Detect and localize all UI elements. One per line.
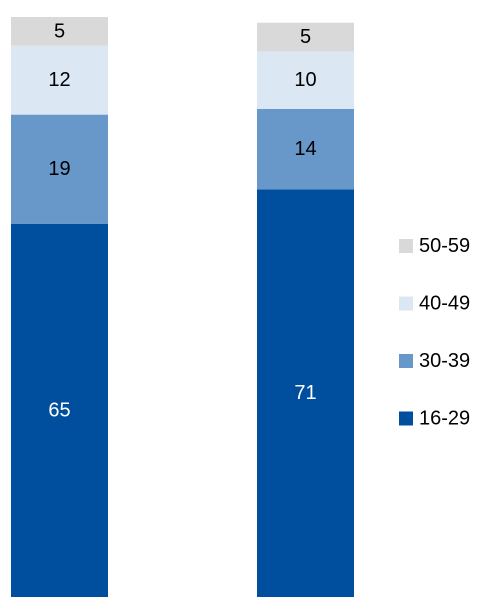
bar-segment-50-59-col1 (11, 17, 108, 46)
data-label-50-59-col2: 5 (300, 26, 311, 48)
legend-label-30-39: 30-39 (419, 350, 470, 372)
legend-swatch-30-39 (399, 354, 413, 368)
bar-segment-50-59-col2 (257, 22, 354, 52)
bar-segment-40-49-col1 (11, 45, 108, 115)
bar-segment-30-39-col2 (257, 108, 354, 190)
legend-item-50-59: 50-59 (399, 235, 470, 257)
bar-segment-16-29-col2 (257, 189, 354, 597)
data-label-16-29-col2: 71 (294, 382, 316, 404)
data-label-40-49-col1: 12 (48, 69, 70, 91)
legend-label-40-49: 40-49 (419, 293, 470, 315)
data-label-30-39-col2: 14 (294, 138, 316, 160)
legend-item-16-29: 16-29 (399, 408, 470, 430)
bar-segment-40-49-col2 (257, 51, 354, 109)
legend-swatch-16-29 (399, 411, 413, 426)
bar-segment-16-29-col1 (11, 223, 108, 597)
data-label-30-39-col1: 19 (48, 158, 70, 180)
data-label-40-49-col2: 10 (294, 69, 316, 91)
legend-item-40-49: 40-49 (399, 293, 470, 315)
legend-label-50-59: 50-59 (419, 235, 470, 257)
data-label-16-29-col1: 65 (48, 399, 70, 421)
legend-swatch-50-59 (399, 239, 413, 253)
bar-segment-30-39-col1 (11, 114, 108, 224)
legend-item-30-39: 30-39 (399, 350, 470, 372)
data-label-50-59-col1: 5 (54, 20, 65, 42)
legend: 50-59 40-49 30-39 16-29 (399, 235, 470, 430)
legend-swatch-40-49 (399, 296, 413, 311)
bars-group: 65 19 12 5 71 14 10 5 (11, 17, 354, 597)
legend-label-16-29: 16-29 (419, 408, 470, 430)
